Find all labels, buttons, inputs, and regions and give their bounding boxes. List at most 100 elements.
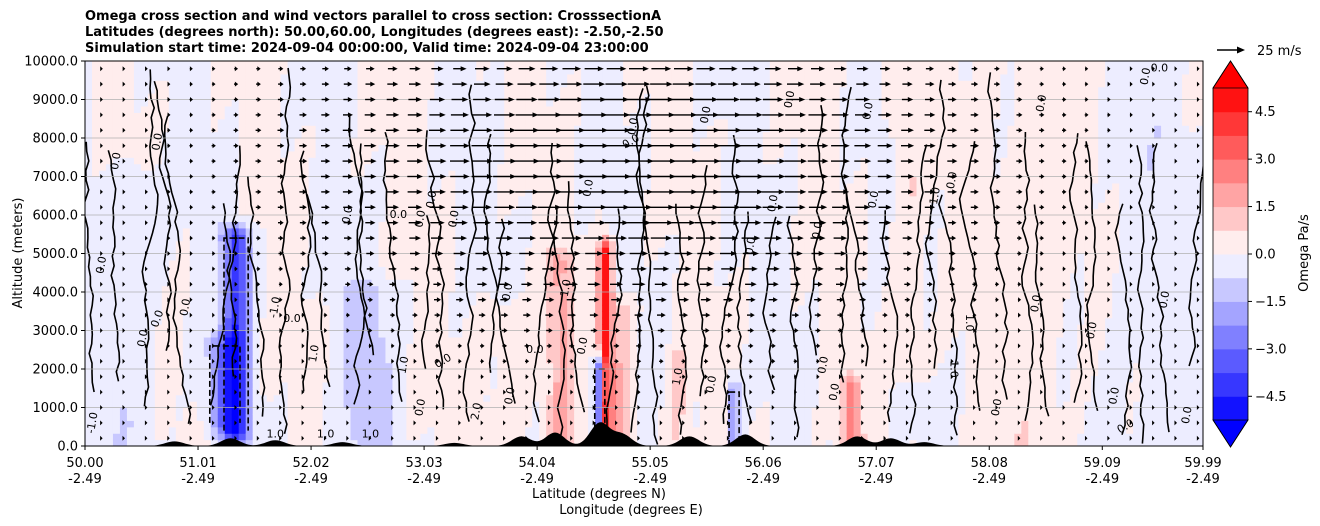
omega-cell [644,195,652,203]
omega-cell [119,215,128,223]
omega-cell [224,182,233,190]
omega-cell [455,369,463,377]
omega-cell [238,221,247,229]
omega-cell [511,247,519,255]
omega-cell [126,240,135,248]
omega-cell [217,215,226,223]
omega-cell [126,215,135,223]
omega-cell [273,163,282,171]
omega-cell [119,413,128,421]
omega-cell [301,266,310,274]
omega-cell [140,170,149,178]
omega-cell [266,356,275,364]
omega-cell [168,420,177,428]
omega-cell [245,285,254,293]
omega-cell [280,221,289,229]
omega-cell [455,105,463,113]
omega-cell [231,394,240,402]
omega-cell [133,221,142,229]
omega-cell [189,176,198,184]
omega-cell [483,330,491,338]
omega-cell [637,285,645,293]
omega-cell [588,221,596,229]
omega-cell [385,362,394,370]
omega-cell [273,208,282,216]
omega-cell [650,189,659,197]
omega-cell [560,272,568,280]
omega-cell [371,93,380,101]
omega-cell [560,189,568,197]
omega-cell [616,317,624,325]
omega-cell [413,381,421,389]
omega-cell [112,112,121,120]
omega-cell [469,279,477,287]
omega-cell [532,234,540,242]
omega-cell [378,388,387,396]
omega-cell [196,67,205,75]
omega-cell [168,407,177,415]
omega-cell [168,394,177,402]
omega-cell [126,182,135,190]
omega-cell [196,215,205,223]
omega-cell [455,413,463,421]
omega-cell [224,221,233,229]
omega-cell [413,420,421,428]
omega-cell [637,150,645,158]
omega-cell [448,439,456,446]
omega-cell [287,73,296,81]
omega-cell [574,285,582,293]
omega-cell [336,61,345,69]
omega-cell [350,272,359,280]
omega-cell [231,118,240,126]
omega-cell [595,375,603,383]
omega-cell [539,240,547,248]
omega-cell [280,343,289,351]
omega-cell [224,99,233,107]
omega-cell [210,304,219,312]
omega-cell [315,221,324,229]
omega-cell [91,362,100,370]
omega-cell [406,221,415,229]
omega-cell [392,413,401,421]
omega-cell [434,202,442,210]
omega-cell [595,131,603,139]
omega-cell [448,420,456,428]
omega-cell [588,125,596,133]
omega-cell [182,144,191,152]
omega-cell [504,131,512,139]
omega-cell [364,272,373,280]
omega-cell [231,86,240,94]
omega-cell [469,266,477,274]
omega-cell [357,304,366,312]
omega-cell [650,176,659,184]
omega-cell [217,163,226,171]
omega-cell [308,182,317,190]
omega-cell [322,221,331,229]
omega-cell [567,304,575,312]
omega-cell [140,311,149,319]
omega-cell [504,221,512,229]
omega-cell [273,343,282,351]
omega-cell [567,73,575,81]
omega-cell [168,279,177,287]
omega-cell [203,221,212,229]
omega-cell [532,221,540,229]
omega-cell [112,234,121,242]
omega-cell [287,330,296,338]
omega-cell [588,208,596,216]
omega-cell [322,240,331,248]
omega-cell [175,304,184,312]
omega-cell [161,279,170,287]
omega-cell [238,324,247,332]
omega-cell [350,420,359,428]
omega-cell [364,67,373,75]
omega-cell [85,304,93,312]
omega-cell [168,80,177,88]
omega-cell [567,401,575,409]
omega-cell [322,388,331,396]
omega-cell [406,259,415,267]
omega-cell [378,401,387,409]
omega-cell [105,170,114,178]
omega-cell [455,349,463,357]
omega-cell [245,163,254,171]
